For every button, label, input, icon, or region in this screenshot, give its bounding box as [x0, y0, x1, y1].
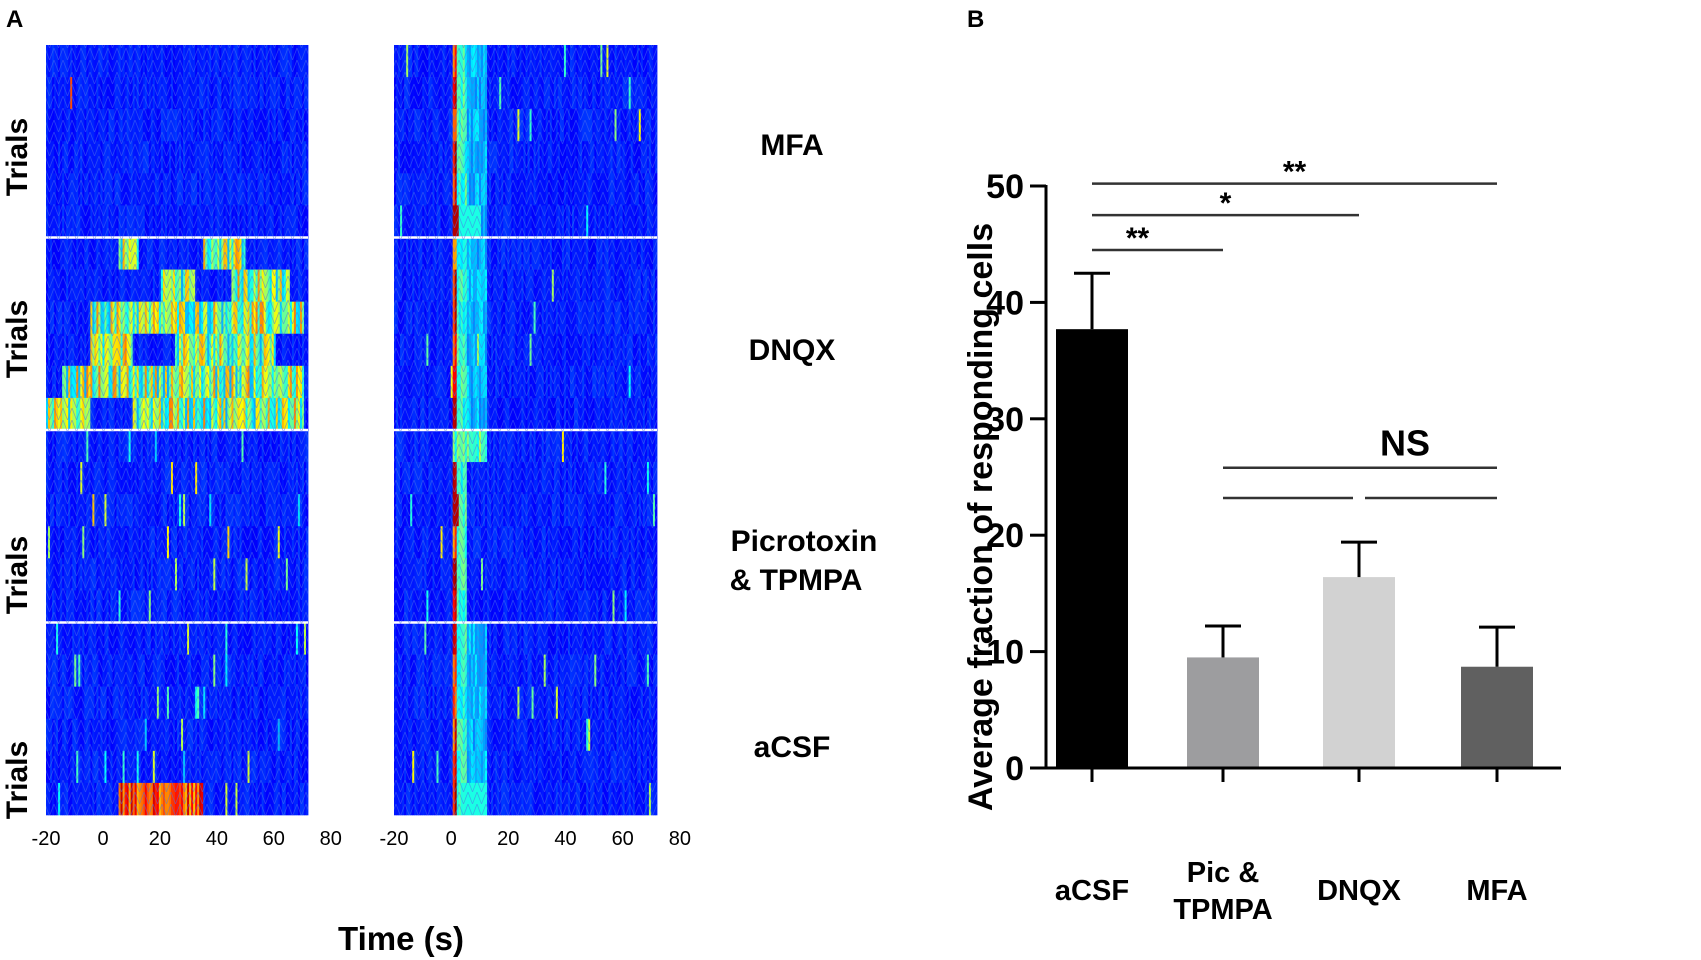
- raster-panel-evoked: [394, 45, 658, 816]
- panel-label-b: B: [967, 6, 984, 33]
- raster-panel-spontaneous: [46, 45, 309, 816]
- raster-texture: [46, 45, 308, 815]
- panel-label-a: A: [6, 6, 23, 33]
